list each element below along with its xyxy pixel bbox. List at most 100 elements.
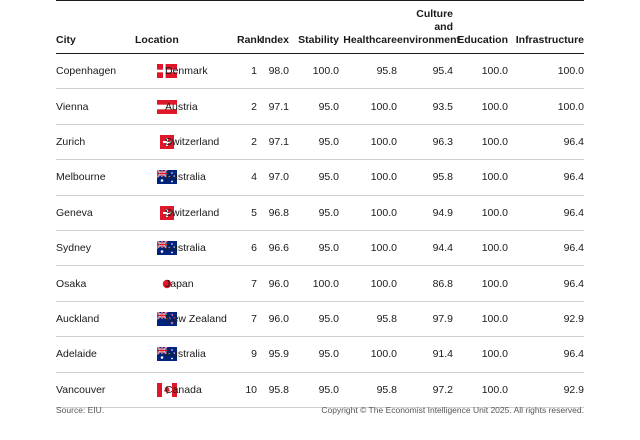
header-education: Education bbox=[453, 8, 508, 54]
cell-index: 96.8 bbox=[257, 195, 289, 231]
cell-index: 97.0 bbox=[257, 159, 289, 196]
top-rule bbox=[56, 0, 584, 1]
cell-city: Auckland bbox=[56, 301, 135, 338]
cell-flag bbox=[135, 195, 174, 231]
cell-city: Zurich bbox=[56, 124, 135, 161]
cell-stability: 95.0 bbox=[289, 301, 339, 338]
cell-country: Switzerland bbox=[165, 124, 237, 161]
cell-education: 100.0 bbox=[453, 124, 508, 161]
header-culture: Culture and environment bbox=[397, 8, 460, 54]
cell-healthcare: 100.0 bbox=[339, 336, 397, 373]
cell-education: 100.0 bbox=[453, 195, 508, 231]
cell-flag bbox=[135, 336, 177, 373]
cell-infrastructure: 92.9 bbox=[508, 301, 584, 338]
cell-rank: 5 bbox=[237, 195, 257, 231]
header-rank: Rank bbox=[237, 8, 263, 54]
cell-index: 95.8 bbox=[257, 372, 289, 408]
cell-country: New Zealand bbox=[165, 301, 237, 338]
cell-culture: 86.8 bbox=[397, 265, 453, 302]
table-row: Adelaide Australia 9 95.9 95.0 100.0 91.4 100.0… bbox=[56, 336, 584, 373]
cell-country: Australia bbox=[165, 336, 237, 373]
cell-healthcare: 95.8 bbox=[339, 53, 397, 90]
cell-country: Denmark bbox=[165, 53, 237, 90]
cell-country: Japan bbox=[165, 265, 237, 302]
cell-education: 100.0 bbox=[453, 336, 508, 373]
cell-city: Osaka bbox=[56, 265, 135, 302]
source-note: Source: EIU. bbox=[56, 405, 105, 415]
cell-infrastructure: 96.4 bbox=[508, 159, 584, 196]
cell-culture: 91.4 bbox=[397, 336, 453, 373]
cell-stability: 95.0 bbox=[289, 88, 339, 125]
cell-index: 96.0 bbox=[257, 265, 289, 302]
cell-city: Copenhagen bbox=[56, 53, 135, 90]
cell-rank: 2 bbox=[237, 88, 257, 125]
cell-country: Australia bbox=[165, 159, 237, 196]
cell-rank: 7 bbox=[237, 301, 257, 338]
cell-country: Austria bbox=[165, 88, 237, 125]
cell-rank: 2 bbox=[237, 124, 257, 161]
cell-infrastructure: 100.0 bbox=[508, 53, 584, 90]
cell-infrastructure: 96.4 bbox=[508, 195, 584, 231]
cell-index: 97.1 bbox=[257, 88, 289, 125]
cell-healthcare: 100.0 bbox=[339, 195, 397, 231]
cell-country: Canada bbox=[165, 372, 237, 408]
table-row: Geneva Switzerland 5 96.8 95.0 100.0 94.9 100.0… bbox=[56, 195, 584, 231]
cell-healthcare: 95.8 bbox=[339, 301, 397, 338]
cell-flag bbox=[135, 53, 177, 90]
cell-stability: 100.0 bbox=[289, 265, 339, 302]
table-row: Auckland New Zealand 7 96.0 95.0 95.8 97.9 100.… bbox=[56, 301, 584, 338]
table-row: Zurich Switzerland 2 97.1 95.0 100.0 96.3 100.0… bbox=[56, 124, 584, 161]
cell-stability: 95.0 bbox=[289, 372, 339, 408]
table-row: Sydney Australia 6 96.6 95.0 100.0 94.4 100.0 96… bbox=[56, 230, 584, 267]
table-row: Osaka Japan 7 96.0 100.0 100.0 86.8 100.0 96.4 bbox=[56, 265, 584, 302]
cell-city: Geneva bbox=[56, 195, 135, 231]
cell-city: Vancouver bbox=[56, 372, 135, 408]
header-healthcare: Healthcare bbox=[339, 8, 397, 54]
cell-stability: 95.0 bbox=[289, 195, 339, 231]
header-city: City bbox=[56, 8, 135, 54]
cell-culture: 94.4 bbox=[397, 230, 453, 267]
cell-healthcare: 100.0 bbox=[339, 124, 397, 161]
table-row: Vancouver Canada 10 95.8 95.0 95.8 97.2 100.0 92… bbox=[56, 372, 584, 408]
cell-rank: 9 bbox=[237, 336, 257, 373]
cell-infrastructure: 96.4 bbox=[508, 124, 584, 161]
cell-index: 97.1 bbox=[257, 124, 289, 161]
cell-culture: 93.5 bbox=[397, 88, 453, 125]
cell-flag bbox=[135, 265, 177, 302]
header-culture-line2: environment bbox=[397, 34, 461, 46]
cell-flag bbox=[135, 230, 177, 267]
cell-culture: 96.3 bbox=[397, 124, 453, 161]
cell-healthcare: 100.0 bbox=[339, 230, 397, 267]
cell-rank: 6 bbox=[237, 230, 257, 267]
cell-healthcare: 100.0 bbox=[339, 88, 397, 125]
cell-infrastructure: 96.4 bbox=[508, 336, 584, 373]
cell-rank: 10 bbox=[237, 372, 257, 408]
cell-education: 100.0 bbox=[453, 301, 508, 338]
copyright-note: Copyright © The Economist Intelligence U… bbox=[321, 405, 584, 415]
cell-culture: 94.9 bbox=[397, 195, 453, 231]
cell-culture: 97.2 bbox=[397, 372, 453, 408]
header-index: Index bbox=[257, 8, 289, 54]
cell-rank: 1 bbox=[237, 53, 257, 90]
cell-infrastructure: 92.9 bbox=[508, 372, 584, 408]
cell-country: Switzerland bbox=[165, 195, 237, 231]
cell-flag bbox=[135, 88, 177, 125]
cell-index: 96.0 bbox=[257, 301, 289, 338]
cell-index: 96.6 bbox=[257, 230, 289, 267]
cell-education: 100.0 bbox=[453, 372, 508, 408]
cell-healthcare: 95.8 bbox=[339, 372, 397, 408]
table-row: Melbourne Australia 4 97.0 95.0 100.0 95.8 100.… bbox=[56, 159, 584, 196]
cell-index: 95.9 bbox=[257, 336, 289, 373]
cell-city: Melbourne bbox=[56, 159, 135, 196]
cell-culture: 95.8 bbox=[397, 159, 453, 196]
cell-stability: 95.0 bbox=[289, 159, 339, 196]
liveability-table: City Location Rank Index Stability Healt… bbox=[56, 8, 584, 408]
cell-rank: 4 bbox=[237, 159, 257, 196]
cell-education: 100.0 bbox=[453, 159, 508, 196]
table-row: Vienna Austria 2 97.1 95.0 100.0 93.5 100.0 100.… bbox=[56, 88, 584, 125]
cell-education: 100.0 bbox=[453, 265, 508, 302]
cell-flag bbox=[135, 159, 177, 196]
cell-index: 98.0 bbox=[257, 53, 289, 90]
cell-infrastructure: 100.0 bbox=[508, 88, 584, 125]
cell-city: Adelaide bbox=[56, 336, 135, 373]
